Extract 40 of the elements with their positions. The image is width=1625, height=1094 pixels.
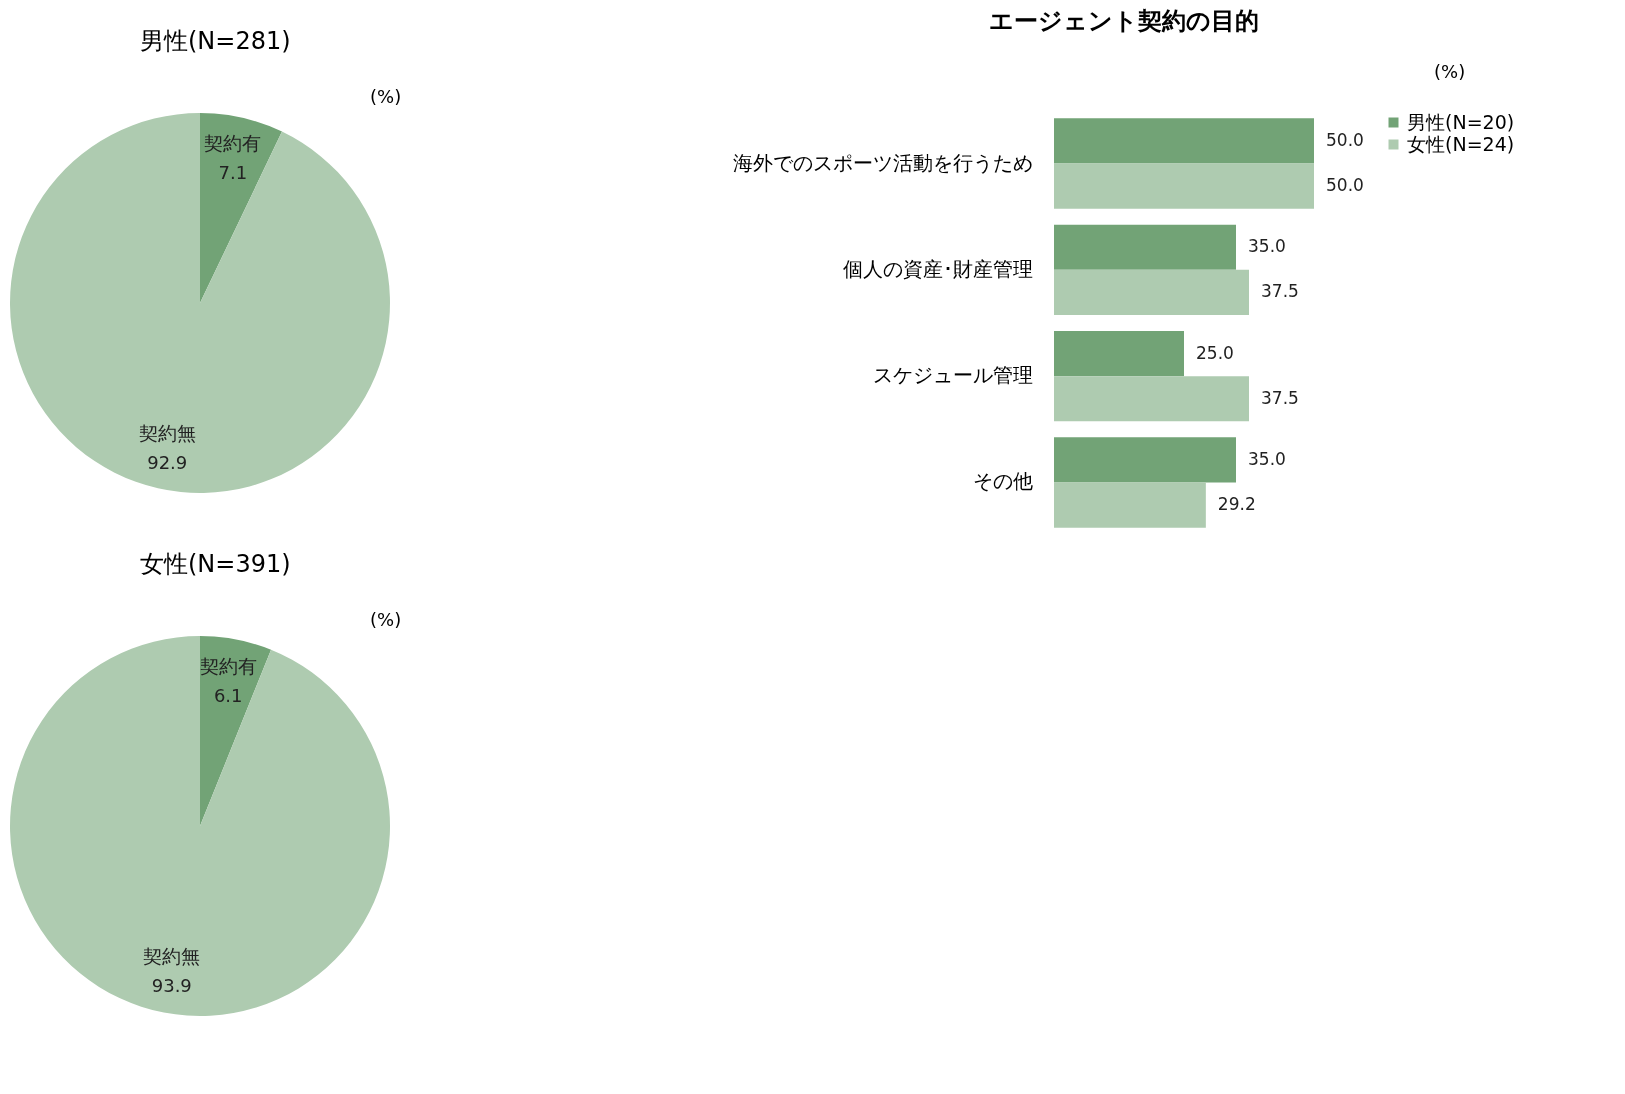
text: (%) — [370, 609, 402, 630]
text: (%) — [1434, 61, 1466, 82]
data-label: 37.5 — [1261, 281, 1299, 302]
bar — [1054, 330, 1184, 377]
data-label: 25.0 — [1196, 342, 1234, 363]
bar — [1054, 482, 1206, 528]
data-label: 7.1 — [218, 162, 248, 184]
data-label: 50.0 — [1326, 129, 1364, 150]
y-tick-label: 海外でのスポーツ活動を行うため — [732, 150, 1033, 175]
data-label: 50.0 — [1326, 175, 1364, 196]
data-label: 6.1 — [213, 684, 243, 706]
data-label: 29.2 — [1217, 494, 1256, 515]
pie-slice — [10, 113, 390, 493]
pie-slice — [200, 113, 282, 303]
pie-slice — [10, 636, 390, 1016]
bar — [1054, 376, 1249, 422]
data-label: 93.9 — [151, 975, 192, 997]
y-tick-label: スケジュール管理 — [872, 363, 1033, 388]
bar — [1054, 163, 1314, 209]
chart-title: 男性(N=281) — [140, 27, 291, 55]
slice-label: 契約無 — [138, 421, 196, 444]
data-label: 35.0 — [1248, 236, 1286, 257]
bar — [1054, 437, 1236, 483]
y-tick-label: 個人の資産･財産管理 — [842, 256, 1033, 281]
slice-label: 契約有 — [204, 132, 262, 155]
text: (%) — [370, 86, 402, 107]
data-label: 35.0 — [1248, 448, 1286, 469]
legend-label: 男性(N=20) — [1407, 110, 1515, 133]
slice-label: 契約有 — [199, 654, 257, 677]
legend-label: 女性(N=24) — [1407, 132, 1515, 155]
data-label: 92.9 — [147, 451, 188, 473]
bar — [1054, 224, 1236, 270]
data-label: 37.5 — [1261, 387, 1299, 408]
pie-slice — [200, 636, 272, 826]
chart-title: エージェント契約の目的 — [989, 7, 1259, 35]
chart-title: 女性(N=391) — [140, 550, 291, 578]
slice-label: 契約無 — [143, 945, 201, 968]
y-tick-label: その他 — [972, 469, 1033, 494]
bar — [1054, 118, 1314, 164]
bar — [1054, 269, 1249, 316]
